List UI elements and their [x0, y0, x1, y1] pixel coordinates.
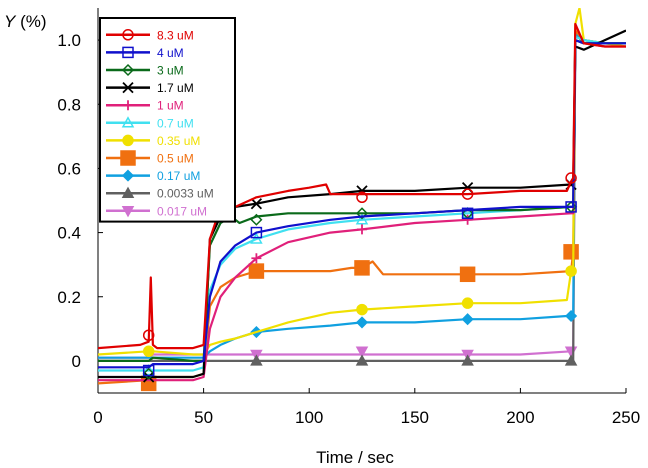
- series-marker: [355, 213, 369, 225]
- legend-label: 0.0033 uM: [157, 187, 214, 201]
- legend-label: 0.35 uM: [157, 134, 200, 148]
- y-tick-label: 0.6: [57, 159, 81, 178]
- series-marker: [565, 172, 577, 184]
- series-marker: [122, 81, 134, 94]
- series-marker: [121, 116, 135, 128]
- y-tick-label: 1.0: [57, 31, 81, 50]
- x-tick-label: 50: [194, 408, 213, 427]
- x-tick-label: 200: [506, 408, 534, 427]
- series-marker: [250, 226, 263, 239]
- series-marker: [461, 313, 474, 326]
- series-line: [98, 22, 626, 350]
- series-marker: [250, 232, 263, 244]
- series-marker: [355, 207, 369, 220]
- series-marker: [143, 371, 155, 383]
- series-marker: [565, 201, 577, 213]
- series-marker: [461, 354, 474, 366]
- plot-area: [98, 8, 626, 392]
- legend-item: 0.17 uM: [106, 169, 200, 183]
- series-marker: [142, 367, 155, 380]
- x-tick-label: 100: [295, 408, 323, 427]
- series-marker: [356, 191, 368, 204]
- series-marker: [461, 207, 474, 220]
- legend: 8.3 uM 4 uM 3 uM 1.7 uM 1 uM 0.7 uM 0.35 uM 0.5…: [99, 17, 236, 223]
- x-tick-label: 250: [612, 408, 640, 427]
- y-tick-label: 0.4: [57, 224, 81, 243]
- series-marker: [122, 134, 134, 147]
- legend-item: 4 uM: [106, 46, 184, 60]
- series-marker: [248, 263, 265, 279]
- series-marker: [122, 46, 134, 59]
- series-marker: [250, 354, 263, 366]
- legend-item: 3 uM: [106, 64, 184, 78]
- series-marker: [459, 266, 476, 283]
- legend-label: 0.7 uM: [157, 116, 194, 130]
- y-tick-label: 0.2: [57, 288, 81, 307]
- legend-label: 4 uM: [157, 46, 184, 60]
- series-marker: [142, 364, 155, 377]
- series-marker: [563, 244, 579, 260]
- series-7: [98, 8, 626, 358]
- legend-label: 8.3 uM: [157, 28, 194, 42]
- series-marker: [121, 186, 135, 198]
- series-marker: [357, 224, 367, 235]
- legend-label: 0.5 uM: [157, 152, 194, 166]
- series-marker: [355, 316, 369, 329]
- series-marker: [354, 260, 370, 276]
- legend-label: 0.17 uM: [157, 169, 200, 183]
- x-axis-title: Time / sec: [316, 448, 394, 467]
- series-marker: [565, 309, 578, 323]
- series-marker: [122, 29, 134, 41]
- series-marker: [250, 198, 263, 210]
- series-marker: [121, 206, 135, 218]
- legend-item: 0.7 uM: [106, 116, 194, 130]
- legend-item: 0.35 uM: [106, 134, 200, 148]
- series-marker: [251, 253, 262, 264]
- series-marker: [356, 303, 368, 316]
- x-tick-label: 0: [93, 408, 102, 427]
- x-tick-label: 150: [401, 408, 429, 427]
- series-marker: [462, 214, 473, 225]
- legend-label: 1.7 uM: [157, 81, 194, 95]
- series-marker: [564, 354, 578, 366]
- legend-label: 1 uM: [157, 99, 184, 113]
- series-marker: [355, 354, 369, 366]
- legend-item: 0.017 uM: [106, 204, 207, 218]
- y-tick-label: 0.8: [57, 95, 81, 114]
- series-marker: [461, 188, 474, 200]
- series-marker: [142, 345, 155, 358]
- legend-item: 1.7 uM: [106, 81, 194, 95]
- series-1: [98, 22, 626, 350]
- series-marker: [142, 363, 155, 376]
- series-marker: [120, 150, 136, 166]
- y-axis-title: Y (%): [4, 12, 47, 31]
- legend-item: 8.3 uM: [106, 28, 194, 42]
- legend-label: 0.017 uM: [157, 204, 207, 218]
- legend-item: 0.0033 uM: [106, 186, 214, 201]
- series-marker: [355, 346, 369, 358]
- series-marker: [142, 329, 155, 341]
- series-marker: [121, 169, 135, 182]
- series-marker: [565, 265, 577, 277]
- series-marker: [121, 63, 135, 77]
- series-marker: [250, 213, 263, 226]
- series-marker: [123, 100, 133, 111]
- legend-label: 3 uM: [157, 64, 184, 78]
- series-marker: [461, 297, 474, 309]
- y-tick-label: 0: [72, 352, 81, 371]
- legend-item: 0.5 uM: [106, 150, 194, 166]
- legend-item: 1 uM: [106, 99, 184, 113]
